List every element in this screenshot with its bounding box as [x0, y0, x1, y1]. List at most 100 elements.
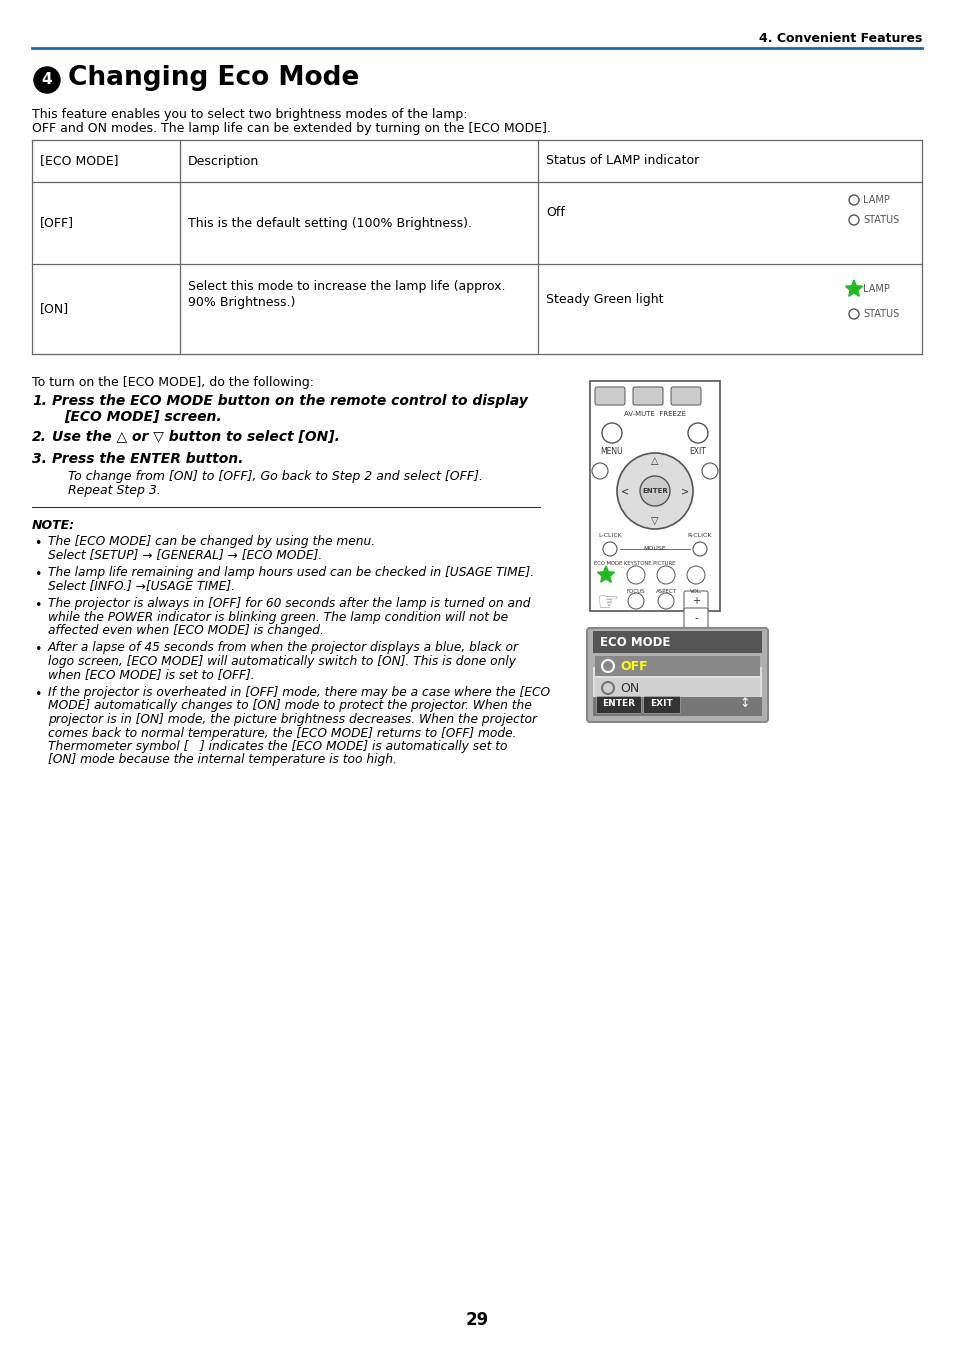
- Text: To change from [ON] to [OFF], Go back to Step 2 and select [OFF].: To change from [ON] to [OFF], Go back to…: [68, 470, 482, 483]
- Text: L-CLICK: L-CLICK: [598, 532, 621, 538]
- Bar: [593, 667, 761, 710]
- Text: Repeat Step 3.: Repeat Step 3.: [68, 484, 161, 497]
- Text: STATUS: STATUS: [862, 309, 899, 319]
- Text: ENTER: ENTER: [602, 700, 635, 708]
- Circle shape: [592, 462, 607, 479]
- Circle shape: [617, 453, 692, 528]
- Text: ☞: ☞: [597, 590, 618, 615]
- Text: projector is in [ON] mode, the picture brightness decreases. When the projector: projector is in [ON] mode, the picture b…: [48, 713, 537, 727]
- Text: Select this mode to increase the lamp life (approx.: Select this mode to increase the lamp li…: [188, 280, 505, 293]
- Text: when [ECO MODE] is set to [OFF].: when [ECO MODE] is set to [OFF].: [48, 669, 254, 682]
- Text: 4. Convenient Features: 4. Convenient Features: [758, 31, 921, 44]
- Text: ECO MODE KEYSTONE PICTURE: ECO MODE KEYSTONE PICTURE: [594, 561, 675, 566]
- Text: ▽: ▽: [651, 516, 659, 526]
- Text: [ECO MODE]: [ECO MODE]: [40, 155, 118, 167]
- Text: To turn on the [ECO MODE], do the following:: To turn on the [ECO MODE], do the follow…: [32, 376, 314, 390]
- Text: LAMP: LAMP: [862, 195, 889, 205]
- Circle shape: [627, 593, 643, 609]
- Text: ASPECT: ASPECT: [655, 589, 676, 594]
- Text: •: •: [34, 643, 41, 656]
- Text: The [ECO MODE] can be changed by using the menu.: The [ECO MODE] can be changed by using t…: [48, 535, 375, 549]
- Text: 90% Brightness.): 90% Brightness.): [188, 297, 295, 309]
- Text: △: △: [651, 456, 659, 466]
- FancyBboxPatch shape: [633, 387, 662, 404]
- Text: The lamp life remaining and lamp hours used can be checked in [USAGE TIME].: The lamp life remaining and lamp hours u…: [48, 566, 534, 580]
- Text: Off: Off: [545, 206, 564, 220]
- Text: Press the ECO MODE button on the remote control to display: Press the ECO MODE button on the remote …: [52, 394, 527, 408]
- Text: After a lapse of 45 seconds from when the projector displays a blue, black or: After a lapse of 45 seconds from when th…: [48, 642, 518, 655]
- Text: NOTE:: NOTE:: [32, 519, 75, 532]
- Polygon shape: [597, 566, 614, 582]
- FancyBboxPatch shape: [683, 608, 707, 628]
- Circle shape: [626, 566, 644, 584]
- Text: <: <: [620, 487, 628, 496]
- Text: [ON]: [ON]: [40, 302, 69, 315]
- Polygon shape: [844, 280, 862, 297]
- Text: AV-MUTE  FREEZE: AV-MUTE FREEZE: [623, 411, 685, 417]
- Text: 2.: 2.: [32, 430, 47, 443]
- Circle shape: [34, 67, 60, 93]
- FancyBboxPatch shape: [596, 697, 640, 713]
- Text: 29: 29: [465, 1312, 488, 1329]
- Text: •: •: [34, 687, 41, 701]
- Text: Steady Green light: Steady Green light: [545, 293, 662, 306]
- Bar: [593, 697, 761, 716]
- Text: EXIT: EXIT: [650, 700, 673, 708]
- Text: EXIT: EXIT: [689, 448, 706, 456]
- Text: ENTER: ENTER: [641, 488, 667, 493]
- Text: Select [SETUP] → [GENERAL] → [ECO MODE].: Select [SETUP] → [GENERAL] → [ECO MODE].: [48, 549, 322, 562]
- Text: •: •: [34, 568, 41, 581]
- Bar: [589, 381, 720, 611]
- Text: Select [INFO.] →[USAGE TIME].: Select [INFO.] →[USAGE TIME].: [48, 580, 234, 593]
- Text: ↕: ↕: [739, 697, 749, 710]
- Text: R-CLICK: R-CLICK: [687, 532, 711, 538]
- Text: Status of LAMP indicator: Status of LAMP indicator: [545, 155, 699, 167]
- Text: Description: Description: [188, 155, 259, 167]
- Text: LAMP: LAMP: [862, 284, 889, 294]
- FancyBboxPatch shape: [643, 697, 679, 713]
- FancyBboxPatch shape: [595, 387, 624, 404]
- Text: The projector is always in [OFF] for 60 seconds after the lamp is turned on and: The projector is always in [OFF] for 60 …: [48, 597, 530, 611]
- Text: [ON] mode because the internal temperature is too high.: [ON] mode because the internal temperatu…: [48, 754, 396, 767]
- Text: 3.: 3.: [32, 452, 47, 466]
- Circle shape: [602, 542, 617, 555]
- Text: while the POWER indicator is blinking green. The lamp condition will not be: while the POWER indicator is blinking gr…: [48, 611, 508, 624]
- Text: Press the ENTER button.: Press the ENTER button.: [52, 452, 243, 466]
- Text: This feature enables you to select two brightness modes of the lamp:: This feature enables you to select two b…: [32, 108, 467, 121]
- Text: If the projector is overheated in [OFF] mode, there may be a case where the [ECO: If the projector is overheated in [OFF] …: [48, 686, 550, 700]
- Text: Thermometer symbol [   ] indicates the [ECO MODE] is automatically set to: Thermometer symbol [ ] indicates the [EC…: [48, 740, 507, 754]
- Circle shape: [657, 566, 675, 584]
- Text: This is the default setting (100% Brightness).: This is the default setting (100% Bright…: [188, 217, 472, 229]
- Text: [OFF]: [OFF]: [40, 217, 74, 229]
- Circle shape: [686, 566, 704, 584]
- Text: MODE] automatically changes to [ON] mode to protect the projector. When the: MODE] automatically changes to [ON] mode…: [48, 700, 531, 713]
- Text: Use the △ or ▽ button to select [ON].: Use the △ or ▽ button to select [ON].: [52, 430, 339, 443]
- FancyBboxPatch shape: [586, 628, 767, 723]
- Text: MOUSE: MOUSE: [643, 546, 665, 551]
- Bar: [595, 656, 760, 675]
- Text: VOL.: VOL.: [689, 589, 701, 594]
- Circle shape: [701, 462, 718, 479]
- Text: 1.: 1.: [32, 394, 47, 408]
- Text: >: >: [680, 487, 688, 496]
- Text: Changing Eco Mode: Changing Eco Mode: [68, 65, 359, 92]
- Bar: [593, 631, 761, 652]
- Text: STATUS: STATUS: [862, 214, 899, 225]
- Text: affected even when [ECO MODE] is changed.: affected even when [ECO MODE] is changed…: [48, 624, 323, 638]
- Text: MENU: MENU: [600, 448, 622, 456]
- Text: OFF: OFF: [619, 659, 647, 673]
- Circle shape: [658, 593, 673, 609]
- Text: •: •: [34, 599, 41, 612]
- Text: +: +: [691, 596, 700, 607]
- Text: OFF and ON modes. The lamp life can be extended by turning on the [ECO MODE].: OFF and ON modes. The lamp life can be e…: [32, 123, 550, 135]
- Bar: [595, 678, 760, 698]
- Text: ON: ON: [619, 682, 639, 694]
- Text: ECO MODE: ECO MODE: [599, 635, 670, 648]
- Text: •: •: [34, 537, 41, 550]
- Text: -: -: [693, 613, 698, 623]
- Circle shape: [687, 423, 707, 443]
- Circle shape: [639, 476, 669, 506]
- Text: [ECO MODE] screen.: [ECO MODE] screen.: [64, 410, 221, 425]
- Text: comes back to normal temperature, the [ECO MODE] returns to [OFF] mode.: comes back to normal temperature, the [E…: [48, 727, 516, 740]
- Text: 4: 4: [42, 73, 52, 88]
